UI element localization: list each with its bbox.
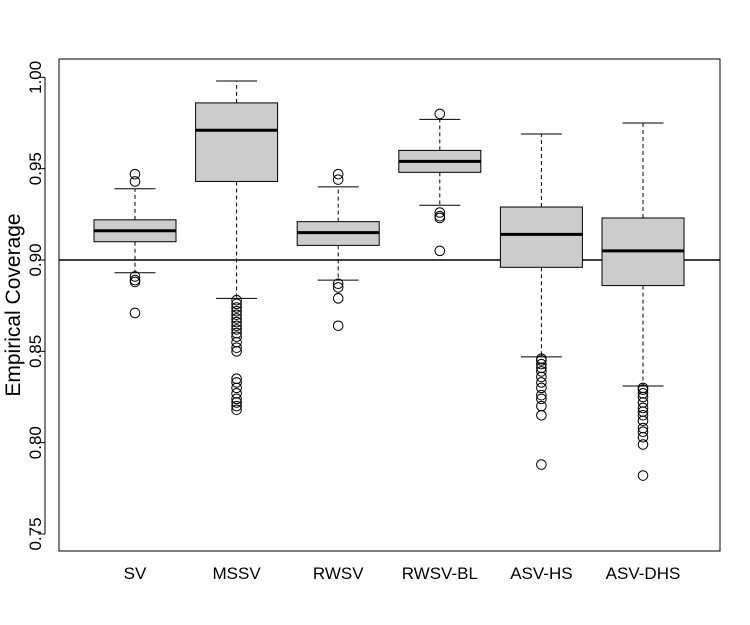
outlier-point [231,305,242,317]
outlier-point [536,389,547,401]
outlier-point [434,108,446,120]
box-asv-dhs [601,122,685,481]
iqr-box [499,206,583,268]
outlier-point [129,168,141,180]
x-category-label: ASV-DHS [606,564,681,583]
outlier-point [231,388,242,399]
outlier-point [231,397,242,408]
outlier-point [231,294,242,306]
x-category-label: RWSV-BL [402,564,478,583]
outlier-point [231,400,242,412]
outlier-point [231,377,242,388]
outlier-point [332,293,344,304]
outlier-point [332,282,344,293]
x-category-label: RWSV [313,564,364,583]
outlier-point [536,459,547,470]
outlier-point [536,353,547,364]
outlier-point [536,371,547,383]
outlier-point [536,366,547,377]
outlier-point [332,320,344,332]
y-tick-label: 0.90 [26,243,45,276]
y-axis-title: Empirical Coverage [2,213,25,396]
x-category-label: SV [124,564,147,583]
outlier-point [637,382,649,394]
outlier-point [231,320,242,332]
outlier-point [536,377,547,388]
x-category-label: MSSV [213,564,262,583]
outlier-point [332,168,344,180]
x-category-label: ASV-HS [510,564,572,583]
outlier-point [129,271,141,282]
outlier-point [231,404,242,416]
outlier-point [434,245,446,257]
outlier-point [536,400,547,412]
outlier-point [231,336,242,348]
outlier-point [536,358,547,370]
outlier-point [231,316,242,328]
y-tick-label: 0.85 [26,335,45,368]
outlier-point [434,207,446,218]
outlier-point [536,393,547,405]
y-tick-label: 0.75 [26,517,45,550]
outlier-point [637,470,649,481]
outlier-point [231,342,242,353]
outlier-point [332,278,344,290]
outlier-point [231,309,242,321]
outlier-point [332,174,344,185]
box-rwsv [296,168,380,332]
box-rwsv-bl [398,108,482,257]
outlier-point [129,307,141,319]
outlier-point [231,382,242,394]
iqr-box [195,102,279,182]
outlier-point [637,415,649,427]
outlier-point [129,176,141,187]
outlier-point [231,393,242,405]
outlier-point [637,402,649,414]
outlier-point [637,439,649,450]
box-asv-hs [499,133,583,470]
outlier-point [536,382,547,394]
outlier-point [637,426,649,438]
outlier-point [637,431,649,443]
plot-frame [58,58,721,552]
outlier-point [231,313,242,324]
boxes-group [93,80,685,481]
outlier-point [231,302,242,313]
outlier-point [637,397,649,408]
outlier-point [434,210,446,222]
box-sv [93,168,177,319]
box-mssv [195,80,279,416]
y-tick-label: 1.00 [26,61,45,94]
outlier-point [129,274,141,286]
outlier-point [231,298,242,310]
y-axis: 0.75 0.80 0.85 0.90 0.95 1.00 [26,61,46,551]
outlier-point [637,388,649,399]
outlier-point [231,324,242,335]
y-tick-label: 0.95 [26,152,45,185]
x-axis-labels: SV MSSV RWSV RWSV-BL ASV-HS ASV-DHS [124,564,681,583]
outlier-point [637,409,649,421]
outlier-point [536,409,547,421]
y-tick-label: 0.80 [26,426,45,459]
outlier-point [231,346,242,357]
outlier-point [637,422,649,434]
outlier-point [231,331,242,343]
